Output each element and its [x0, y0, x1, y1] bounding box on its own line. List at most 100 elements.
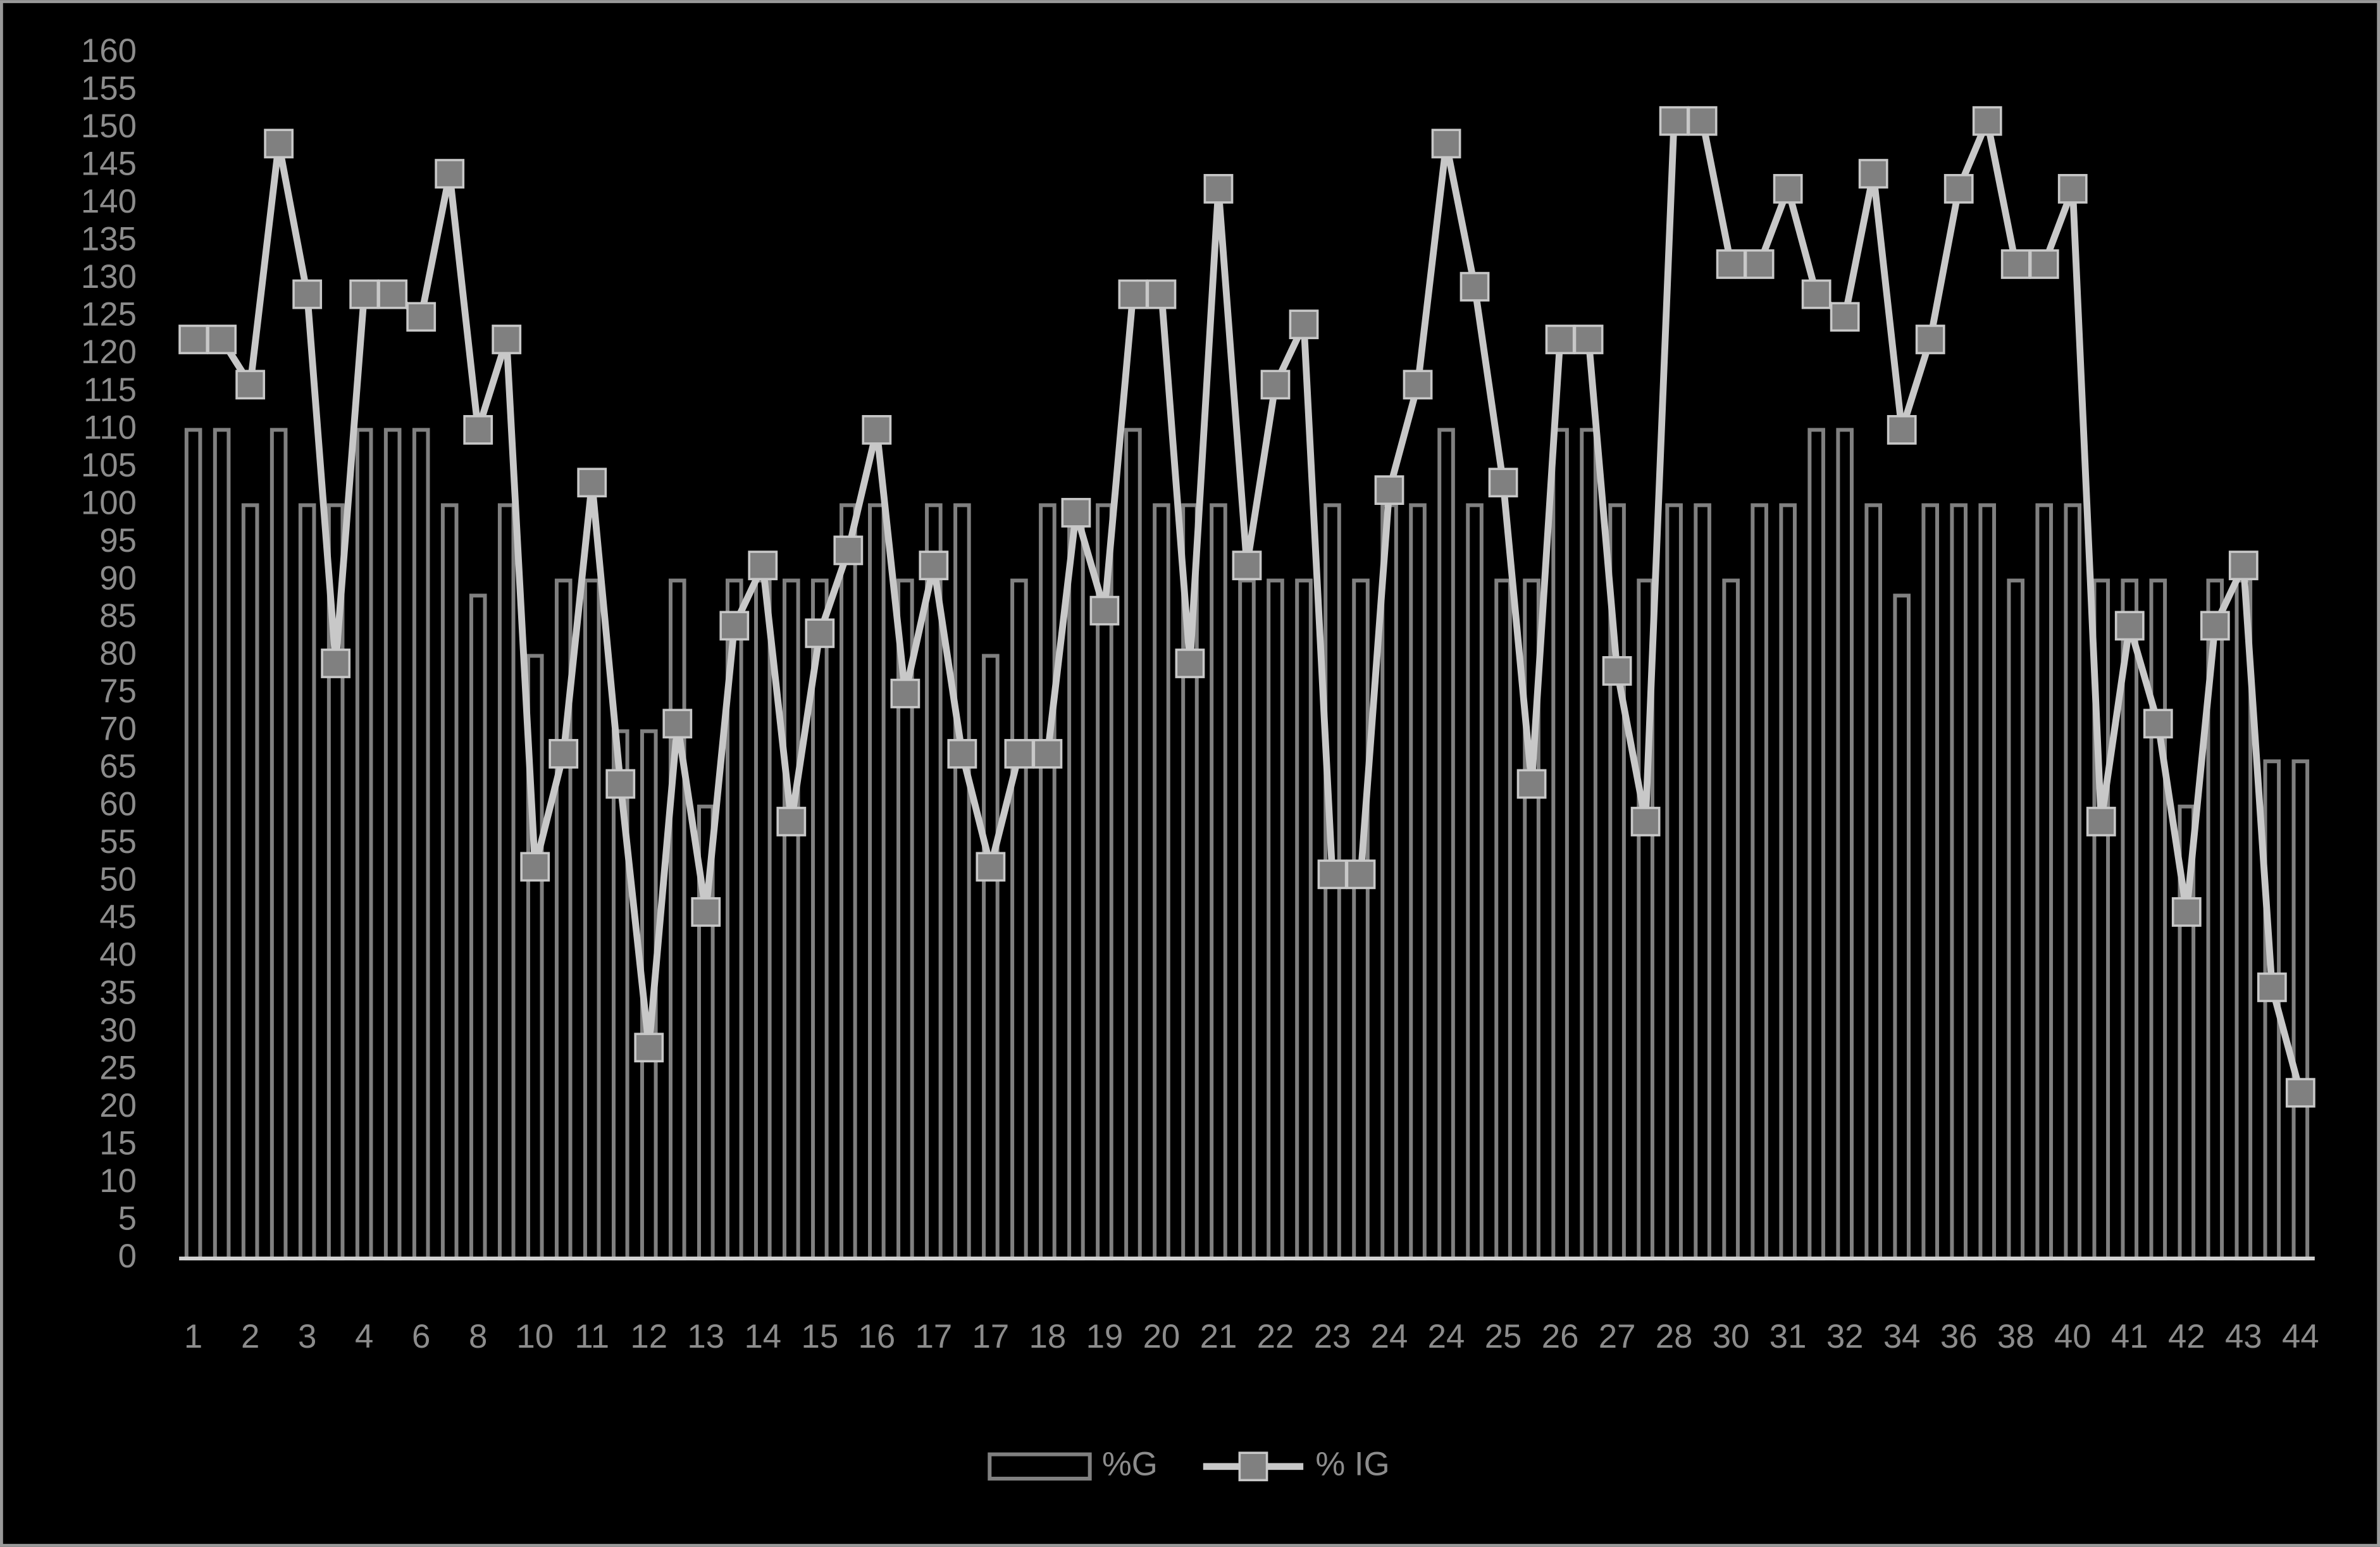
marker: [1943, 173, 1974, 204]
x-tick-label: 15: [801, 1318, 838, 1355]
bar: [1466, 503, 1484, 1261]
bar: [1864, 503, 1882, 1261]
x-tick-label: 19: [1086, 1318, 1124, 1355]
bar: [982, 654, 1000, 1261]
bar: [1210, 503, 1227, 1261]
x-tick-label: 41: [2111, 1318, 2148, 1355]
marker: [1260, 370, 1291, 400]
marker: [605, 769, 636, 799]
x-tick-label: 43: [2225, 1318, 2262, 1355]
y-tick-label: 135: [81, 221, 137, 258]
marker: [349, 279, 380, 309]
marker: [634, 1033, 664, 1063]
marker: [1374, 475, 1404, 506]
y-tick-label: 125: [81, 296, 137, 333]
bar: [1978, 503, 1997, 1261]
bar: [1779, 503, 1797, 1261]
marker: [1687, 106, 1718, 136]
bar: [583, 578, 601, 1261]
marker: [207, 325, 237, 354]
x-tick-label: 14: [744, 1318, 781, 1355]
x-tick-label: 4: [355, 1318, 373, 1355]
x-tick-label: 22: [1257, 1318, 1294, 1355]
marker: [1545, 325, 1575, 354]
marker: [1203, 173, 1234, 204]
x-tick-label: 3: [298, 1318, 316, 1355]
marker: [2171, 897, 2202, 927]
bar: [1153, 503, 1170, 1261]
bar: [783, 578, 800, 1261]
marker: [1460, 271, 1490, 302]
x-tick-label: 36: [1940, 1318, 1978, 1355]
bar: [213, 428, 231, 1261]
bar: [1124, 428, 1142, 1261]
bar: [2035, 503, 2054, 1261]
x-tick-label: 34: [1883, 1318, 1921, 1355]
bar: [1893, 593, 1911, 1261]
bar: [270, 428, 288, 1261]
marker: [1830, 302, 1860, 332]
bar: [2007, 578, 2025, 1261]
marker: [321, 649, 351, 678]
y-tick-label: 90: [99, 559, 137, 597]
marker: [2200, 611, 2230, 641]
marker: [1175, 649, 1205, 678]
x-tick-label: 40: [2054, 1318, 2092, 1355]
x-tick-label: 26: [1542, 1318, 1579, 1355]
x-tick-label: 23: [1314, 1318, 1351, 1355]
y-tick-label: 0: [118, 1238, 137, 1275]
marker: [1061, 497, 1091, 528]
bar: [1665, 503, 1683, 1261]
bar: [2291, 759, 2310, 1261]
y-tick-label: 130: [81, 258, 137, 295]
marker: [2000, 249, 2031, 279]
x-tick-label: 31: [1770, 1318, 1807, 1355]
marker: [264, 128, 294, 159]
bar: [383, 428, 402, 1261]
bar: [1836, 428, 1854, 1261]
x-tick-label: 8: [469, 1318, 487, 1355]
marker: [1858, 159, 1888, 189]
marker: [719, 611, 750, 641]
x-tick-label: 27: [1599, 1318, 1636, 1355]
bar: [1694, 503, 1711, 1261]
marker: [2143, 709, 2173, 739]
bar: [2064, 503, 2082, 1261]
x-tick-label: 24: [1428, 1318, 1465, 1355]
y-tick-label: 110: [84, 409, 137, 446]
y-tick-label: 45: [99, 898, 137, 936]
x-tick-label: 20: [1143, 1318, 1181, 1355]
bar: [1238, 578, 1256, 1261]
x-tick-label: 28: [1656, 1318, 1693, 1355]
y-tick-label: 115: [84, 371, 137, 409]
y-tick-label: 65: [99, 748, 137, 785]
legend-label: %G: [1102, 1446, 1158, 1483]
y-tick-label: 75: [99, 673, 137, 710]
marker: [1317, 859, 1348, 890]
marker: [2114, 611, 2145, 641]
bar: [1409, 503, 1427, 1261]
y-tick-label: 15: [99, 1124, 137, 1162]
marker: [435, 159, 465, 189]
y-tick-label: 55: [99, 823, 137, 860]
bar: [355, 428, 373, 1261]
y-tick-label: 155: [81, 70, 137, 108]
marker: [378, 279, 408, 309]
marker: [549, 738, 579, 769]
marker: [805, 618, 835, 649]
marker: [1602, 655, 1632, 686]
bar: [298, 503, 316, 1261]
marker: [1146, 279, 1177, 309]
x-tick-label: 1: [184, 1318, 202, 1355]
bar: [840, 503, 857, 1261]
bar: [1921, 503, 1939, 1261]
bar: [754, 578, 772, 1261]
y-tick-label: 120: [81, 333, 137, 371]
x-tick-label: 32: [1826, 1318, 1864, 1355]
marker: [1716, 249, 1746, 279]
y-tick-label: 95: [99, 522, 137, 559]
x-tick-label: 24: [1371, 1318, 1408, 1355]
marker: [292, 279, 323, 309]
bar: [1807, 428, 1825, 1261]
